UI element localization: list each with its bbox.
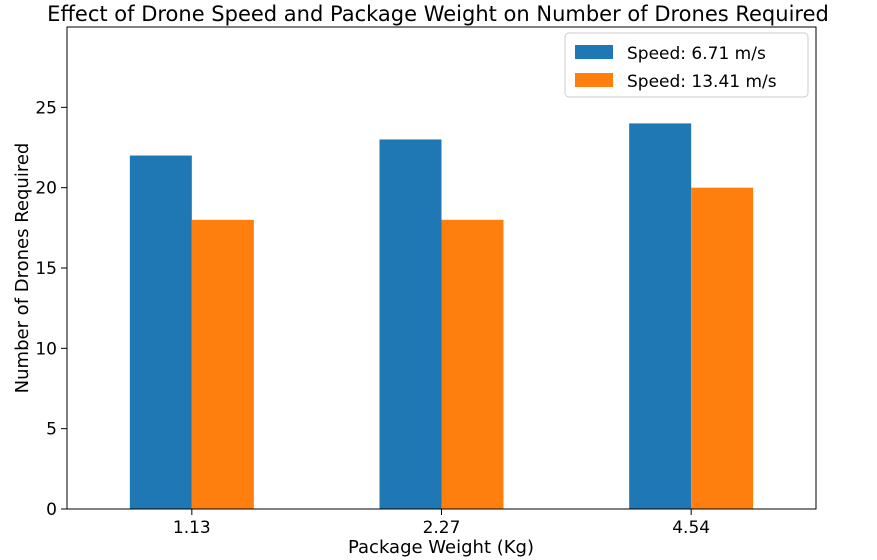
- bar-speed-13-41-1-13: [191, 219, 254, 510]
- bars: [129, 123, 754, 510]
- chart-title: Effect of Drone Speed and Package Weight…: [47, 2, 829, 26]
- y-tick-label: 25: [35, 98, 57, 118]
- bar-speed-6-71-1-13: [129, 155, 192, 510]
- x-axis: 1.13 2.27 4.54: [173, 509, 710, 538]
- bar-speed-13-41-4-54: [691, 187, 754, 509]
- bar-speed-6-71-2-27: [379, 139, 442, 509]
- y-tick-label: 10: [35, 339, 57, 359]
- x-axis-label: Package Weight (Kg): [348, 537, 534, 558]
- legend-swatch: [575, 73, 613, 87]
- y-tick-label: 20: [35, 179, 57, 199]
- y-axis: 0 5 10 15 20 25: [35, 98, 67, 520]
- x-tick-label: 2.27: [423, 518, 461, 538]
- y-tick-label: 15: [35, 259, 57, 279]
- x-tick-label: 1.13: [173, 518, 211, 538]
- legend-box: [564, 32, 809, 98]
- bar-speed-6-71-4-54: [629, 123, 692, 510]
- legend-swatch: [575, 45, 613, 59]
- y-tick-label: 5: [46, 420, 57, 440]
- x-tick-label: 4.54: [672, 518, 710, 538]
- legend-label: Speed: 13.41 m/s: [627, 72, 777, 92]
- y-tick-label: 0: [46, 500, 57, 520]
- legend-label: Speed: 6.71 m/s: [627, 44, 766, 64]
- bar-speed-13-41-2-27: [441, 219, 504, 510]
- plot-area: [66, 26, 817, 510]
- legend: Speed: 6.71 m/s Speed: 13.41 m/s: [564, 32, 809, 98]
- y-axis-label: Number of Drones Required: [12, 143, 33, 394]
